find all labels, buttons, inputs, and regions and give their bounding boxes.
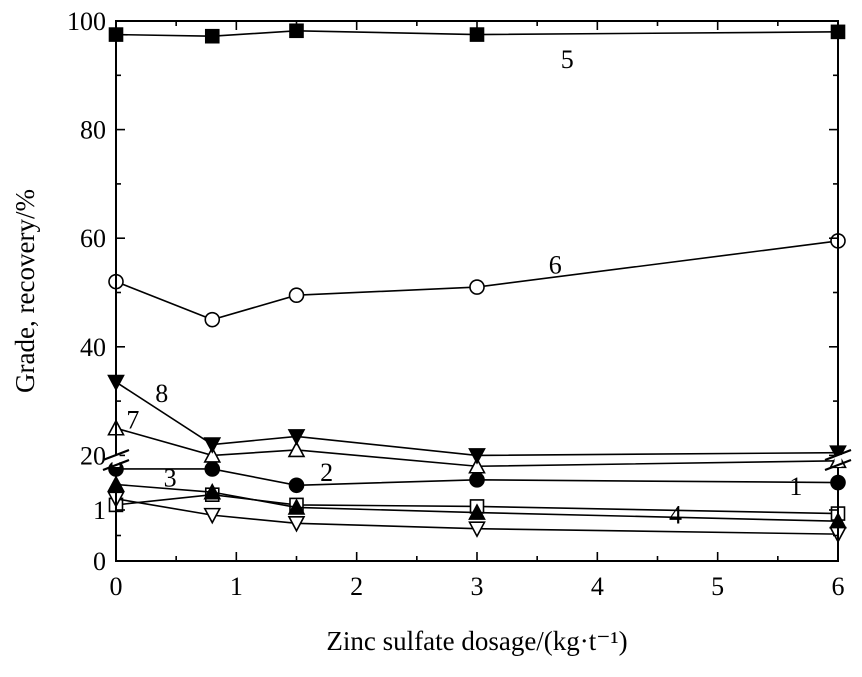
data-point-triangle-down: [203, 437, 222, 454]
data-point-circle: [469, 472, 485, 488]
x-tick-label: 1: [230, 572, 243, 601]
data-point-square: [204, 28, 220, 44]
data-point-triangle-down: [203, 507, 222, 525]
data-point-square: [289, 23, 304, 39]
y-tick-label: 0: [93, 547, 106, 576]
series-labels: 1 2 3 4 5 6 78: [126, 45, 802, 529]
data-point-triangle-up: [287, 440, 306, 458]
y-tick-label: 1: [93, 496, 106, 525]
series-label-8: 8: [155, 379, 168, 408]
data-point-circle: [204, 311, 221, 328]
data-point-circle: [288, 287, 305, 304]
axis-break-mark: [102, 458, 130, 472]
x-axis-title: Zinc sulfate dosage/(kg·t⁻¹): [326, 626, 627, 656]
axis-break-mark: [102, 448, 130, 462]
x-tick-label: 0: [110, 572, 123, 601]
series-5: [108, 23, 846, 44]
series-label-3: 3: [164, 463, 177, 492]
series-label-1: 1: [789, 472, 802, 501]
axis-break-mark: [824, 458, 852, 472]
data-point-triangle-up: [468, 457, 486, 474]
axis-titles: Zinc sulfate dosage/(kg·t⁻¹) Grade, reco…: [10, 189, 628, 656]
data-point-triangle-up: [203, 482, 222, 500]
series-label-6: 6: [549, 250, 562, 279]
data-point-triangle-down: [287, 429, 306, 446]
x-tick-label: 2: [350, 572, 363, 601]
series-6: [108, 233, 846, 328]
y-tick-label: 20: [80, 441, 106, 470]
x-tick-label: 4: [591, 572, 604, 601]
data-marks: [107, 23, 847, 544]
data-point-triangle-down: [287, 515, 306, 533]
series-label-7: 7: [126, 406, 139, 435]
x-tick-label: 6: [832, 572, 845, 601]
data-point-triangle-down: [468, 521, 486, 538]
y-tick-label: 60: [80, 224, 106, 253]
data-point-triangle-up: [203, 446, 222, 463]
y-tick-label: 40: [80, 333, 106, 362]
x-tick-label: 3: [471, 572, 484, 601]
data-point-square: [469, 27, 485, 42]
series-line-8: [115, 381, 839, 457]
data-point-circle: [469, 279, 485, 295]
axis-break-mark: [824, 448, 852, 462]
y-axis-title: Grade, recovery/%: [10, 189, 40, 393]
series-8: [107, 374, 847, 465]
data-point-circle: [204, 461, 221, 477]
data-point-triangle-up: [287, 498, 306, 515]
data-point-triangle-up: [468, 503, 486, 520]
data-point-triangle-down: [468, 448, 486, 465]
series-7: [107, 419, 847, 474]
series-label-2: 2: [320, 458, 333, 487]
x-tick-label: 5: [711, 572, 724, 601]
data-point-circle: [288, 477, 305, 494]
series-label-4: 4: [669, 500, 682, 529]
y-tick-label: 100: [67, 7, 106, 36]
y-tick-label: 80: [80, 116, 106, 145]
series-label-5: 5: [561, 45, 574, 74]
